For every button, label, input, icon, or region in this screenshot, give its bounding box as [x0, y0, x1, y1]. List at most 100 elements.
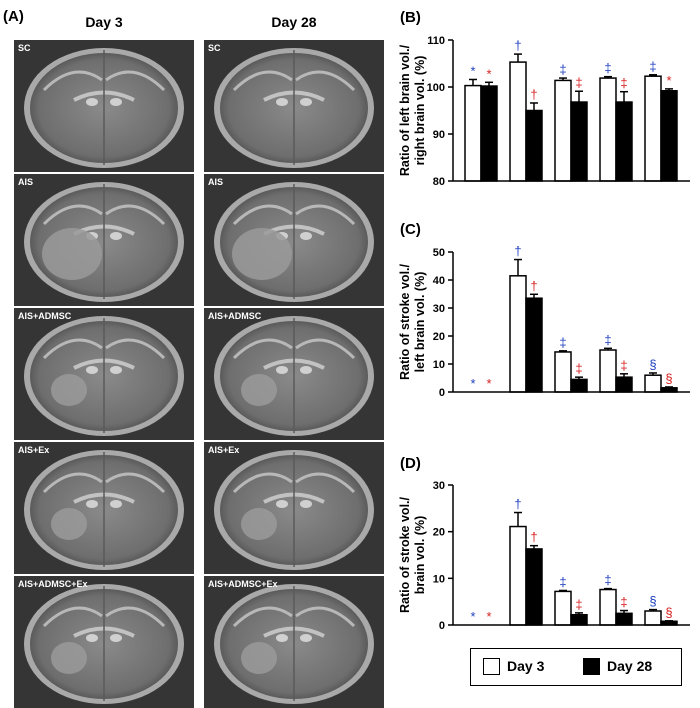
- significance-symbol: ‡: [620, 358, 627, 373]
- bar-day28: [480, 85, 498, 182]
- mri-row-label: AIS+ADMSC+Ex: [18, 579, 88, 589]
- panel-letter: (B): [400, 9, 421, 26]
- mri-image-ais-admsc-ex-day28: AIS+ADMSC+Ex: [204, 576, 384, 708]
- significance-symbol: ‡: [604, 332, 611, 347]
- significance-symbol: *: [666, 73, 671, 88]
- mri-row-label: AIS+ADMSC: [18, 311, 72, 321]
- mri-image-ais-ex-day3: AIS+Ex: [14, 442, 194, 574]
- y-tick-label: 10: [433, 573, 445, 585]
- y-axis-label: Ratio of left brain vol./: [398, 44, 412, 176]
- bar-day28: [660, 90, 678, 182]
- bar-day3: [599, 588, 617, 626]
- mri-image-ais-admsc-day28: AIS+ADMSC: [204, 308, 384, 440]
- column-header-day28: Day 28: [271, 14, 317, 30]
- y-tick-label: 30: [433, 480, 445, 492]
- bar-day28: [615, 101, 633, 182]
- y-tick-label: 50: [433, 247, 445, 259]
- y-tick-label: 0: [439, 387, 445, 399]
- significance-symbol: *: [470, 376, 475, 391]
- bar-day28: [525, 548, 543, 626]
- bar-day3: [644, 75, 662, 182]
- significance-symbol: †: [514, 497, 521, 512]
- mri-row-label: AIS+Ex: [208, 445, 240, 455]
- significance-symbol: ‡: [575, 361, 582, 376]
- bar-day3: [509, 525, 527, 626]
- bar-day28: [615, 376, 633, 393]
- y-axis-label: brain vol. (%): [413, 516, 427, 594]
- y-tick-label: 20: [433, 527, 445, 539]
- y-tick-label: 100: [427, 82, 445, 94]
- legend-swatch-day28: [583, 658, 600, 675]
- bar-day28: [615, 612, 633, 626]
- y-tick-label: 110: [427, 35, 445, 47]
- bar-day28: [525, 297, 543, 393]
- significance-symbol: *: [486, 609, 491, 624]
- significance-symbol: *: [486, 66, 491, 81]
- significance-symbol: §: [665, 371, 672, 386]
- mri-image-ais-day28: AIS: [204, 174, 384, 306]
- bar-day3: [644, 610, 662, 626]
- significance-symbol: ‡: [559, 335, 566, 350]
- bar-day3: [599, 77, 617, 182]
- panel-letter: (D): [400, 455, 421, 472]
- bar-day3: [464, 84, 482, 182]
- mri-image-sc-day3: SC: [14, 40, 194, 172]
- significance-symbol: ‡: [575, 597, 582, 612]
- y-tick-label: 30: [433, 303, 445, 315]
- significance-symbol: †: [514, 38, 521, 53]
- significance-symbol: ‡: [559, 62, 566, 77]
- significance-symbol: §: [665, 605, 672, 620]
- y-axis-label: Ratio of stroke vol./: [398, 496, 412, 613]
- bar-day3: [644, 374, 662, 393]
- y-tick-label: 90: [433, 129, 445, 141]
- panel-letter: (C): [400, 221, 421, 238]
- bar-day28: [570, 378, 588, 393]
- mri-row-label: SC: [208, 43, 221, 53]
- mri-row-label: AIS+ADMSC+Ex: [208, 579, 278, 589]
- bar-day28: [525, 109, 543, 182]
- significance-symbol: ‡: [559, 574, 566, 589]
- mri-image-sc-day28: SC: [204, 40, 384, 172]
- y-tick-label: 0: [439, 620, 445, 632]
- mri-image-ais-admsc-ex-day3: AIS+ADMSC+Ex: [14, 576, 194, 708]
- significance-symbol: ‡: [575, 75, 582, 90]
- bar-day3: [554, 351, 572, 393]
- significance-symbol: †: [530, 87, 537, 102]
- significance-symbol: ‡: [649, 59, 656, 74]
- bar-day3: [599, 349, 617, 393]
- bar-day3: [554, 590, 572, 626]
- legend-label-day3: Day 3: [507, 658, 545, 674]
- bar-day28: [570, 101, 588, 182]
- chart-legend: Day 3 Day 28: [470, 648, 682, 686]
- significance-symbol: †: [530, 530, 537, 545]
- significance-symbol: *: [470, 609, 475, 624]
- significance-symbol: §: [649, 594, 656, 609]
- significance-symbol: *: [486, 376, 491, 391]
- bar-day28: [570, 613, 588, 626]
- significance-symbol: ‡: [620, 595, 627, 610]
- significance-symbol: ‡: [604, 61, 611, 76]
- mri-row-label: AIS: [208, 177, 224, 187]
- y-tick-label: 20: [433, 331, 445, 343]
- mri-image-ais-ex-day28: AIS+Ex: [204, 442, 384, 574]
- y-tick-label: 80: [433, 176, 445, 188]
- y-axis-label: right brain vol. (%): [413, 56, 427, 166]
- mri-row-label: AIS+ADMSC: [208, 311, 262, 321]
- significance-symbol: §: [649, 357, 656, 372]
- significance-symbol: ‡: [604, 573, 611, 588]
- mri-row-label: AIS+Ex: [18, 445, 50, 455]
- mri-image-ais-admsc-day3: AIS+ADMSC: [14, 308, 194, 440]
- bar-day3: [554, 79, 572, 182]
- significance-symbol: ‡: [620, 76, 627, 91]
- mri-row-label: AIS: [18, 177, 34, 187]
- column-header-day3: Day 3: [85, 14, 123, 30]
- y-tick-label: 40: [433, 275, 445, 287]
- y-tick-label: 10: [433, 359, 445, 371]
- significance-symbol: *: [470, 63, 475, 78]
- significance-symbol: †: [514, 244, 521, 259]
- bar-day3: [509, 61, 527, 182]
- bar-day3: [509, 275, 527, 393]
- mri-row-label: SC: [18, 43, 31, 53]
- panel-a-letter: (A): [3, 8, 24, 25]
